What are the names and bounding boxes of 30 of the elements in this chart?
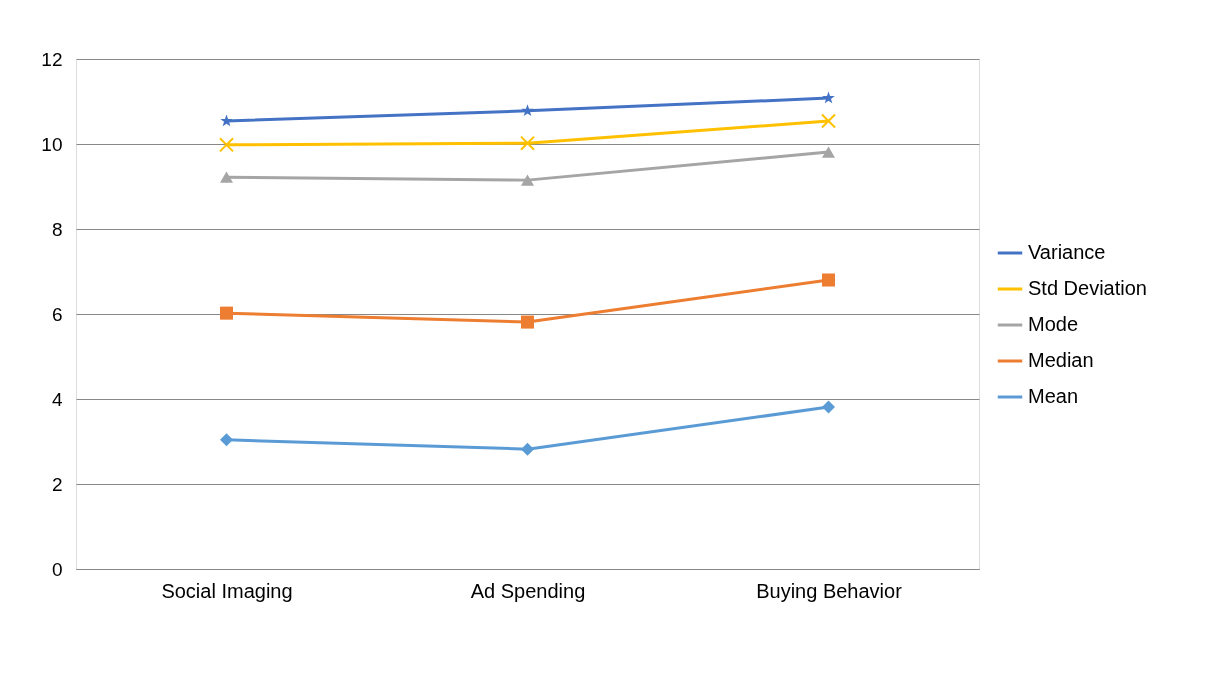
x-tick-label: Ad Spending <box>470 579 586 602</box>
legend-label: Median <box>1028 349 1094 371</box>
y-tick-label: 10 <box>41 133 63 155</box>
point <box>219 171 234 183</box>
y-tick-label: 12 <box>41 48 63 70</box>
legend-label: Std Deviation <box>1028 277 1147 299</box>
y-tick-label: 2 <box>51 473 63 495</box>
point <box>821 400 836 414</box>
point <box>520 174 535 186</box>
point <box>220 114 233 127</box>
y-tick-label: 6 <box>51 303 63 325</box>
point <box>219 433 234 447</box>
y-tick-label: 4 <box>51 388 63 410</box>
x-tick-label: Buying Behavior <box>756 579 903 602</box>
point <box>520 442 535 456</box>
point <box>822 91 835 104</box>
point <box>821 146 836 158</box>
point <box>219 306 234 320</box>
point <box>520 315 535 329</box>
point <box>521 104 534 117</box>
legend-label: Mode <box>1028 313 1079 335</box>
legend-label: Mean <box>1028 385 1079 407</box>
point <box>519 135 536 151</box>
point <box>821 273 836 287</box>
y-tick-label: 0 <box>51 558 63 580</box>
point <box>218 137 235 153</box>
point <box>820 113 837 129</box>
legend-label: Variance <box>1028 241 1106 263</box>
x-tick-label: Social Imaging <box>161 579 293 602</box>
y-tick-label: 8 <box>51 218 63 240</box>
